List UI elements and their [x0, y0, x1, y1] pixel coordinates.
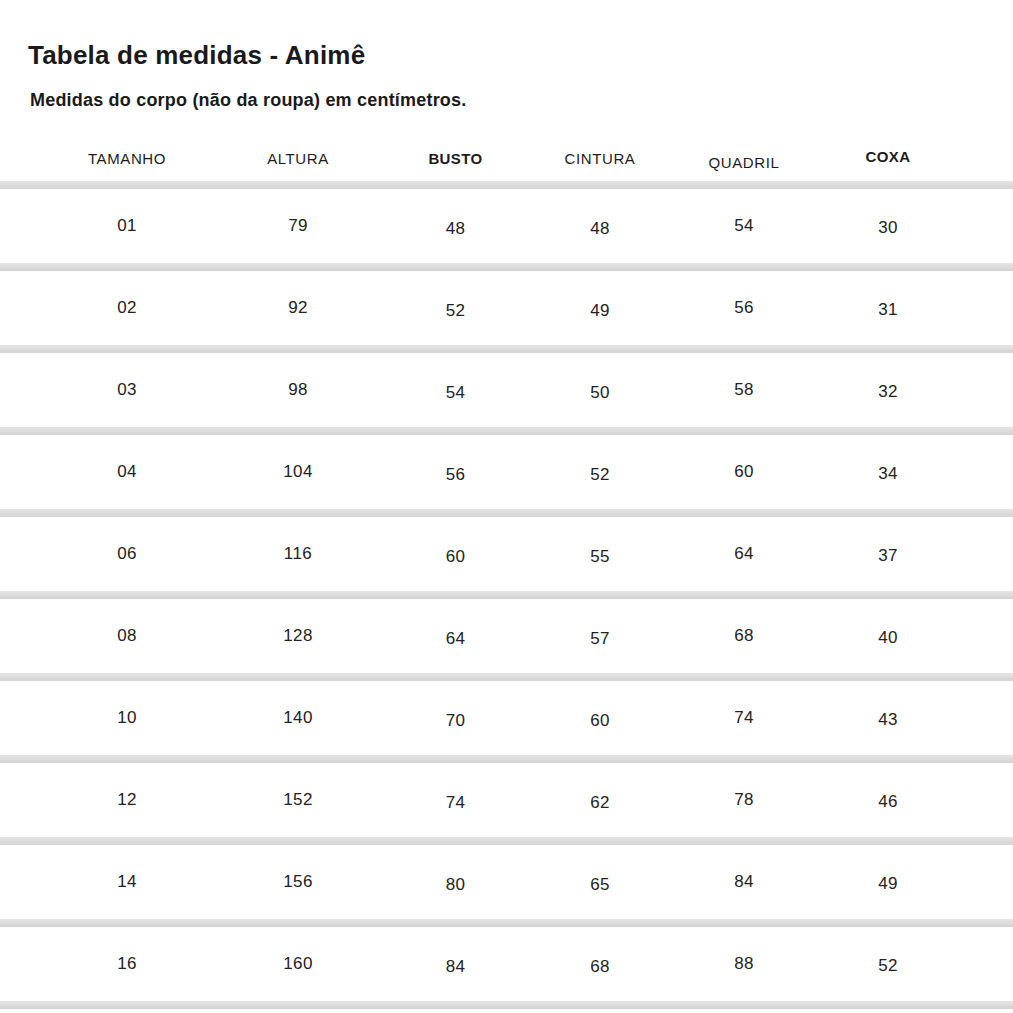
table-cell: 84 — [671, 845, 817, 919]
size-table: TAMANHO ALTURA BUSTO CINTURA QUADRIL COX… — [0, 135, 1013, 1009]
table-cell: 60 — [382, 520, 529, 594]
table-cell: 37 — [817, 519, 1013, 593]
table-cell: 58 — [671, 353, 817, 427]
table-cell: 104 — [214, 435, 382, 509]
table-row: 1215274627846 — [0, 763, 1013, 837]
table-cell: 48 — [529, 192, 671, 266]
table-cell: 34 — [817, 437, 1013, 511]
table-cell: 48 — [382, 192, 529, 266]
header-separator — [0, 181, 1013, 189]
table-cell: 10 — [0, 681, 214, 755]
header-cell-quadril: QUADRIL — [671, 139, 817, 185]
header-cell-busto: BUSTO — [382, 135, 529, 181]
table-cell: 46 — [817, 765, 1013, 839]
table-cell: 88 — [671, 927, 817, 1001]
table-cell: 92 — [214, 271, 382, 345]
table-cell: 60 — [529, 684, 671, 758]
table-cell: 54 — [382, 356, 529, 430]
table-row: 1415680658449 — [0, 845, 1013, 919]
table-cell: 52 — [382, 274, 529, 348]
size-chart-page: Tabela de medidas - Animê Medidas do cor… — [0, 0, 1013, 1013]
table-cell: 30 — [817, 191, 1013, 265]
table-cell: 04 — [0, 435, 214, 509]
table-row: 029252495631 — [0, 271, 1013, 345]
table-cell: 56 — [382, 438, 529, 512]
table-cell: 50 — [529, 356, 671, 430]
table-cell: 03 — [0, 353, 214, 427]
table-cell: 79 — [214, 189, 382, 263]
table-cell: 08 — [0, 599, 214, 673]
table-row: 039854505832 — [0, 353, 1013, 427]
table-cell: 116 — [214, 517, 382, 591]
table-cell: 57 — [529, 602, 671, 676]
table-cell: 156 — [214, 845, 382, 919]
table-cell: 74 — [671, 681, 817, 755]
table-row: 0812864576840 — [0, 599, 1013, 673]
table-cell: 52 — [817, 929, 1013, 1003]
table-cell: 43 — [817, 683, 1013, 757]
table-cell: 68 — [529, 930, 671, 1004]
table-cell: 62 — [529, 766, 671, 840]
table-cell: 54 — [671, 189, 817, 263]
table-header: TAMANHO ALTURA BUSTO CINTURA QUADRIL COX… — [0, 135, 1013, 181]
table-cell: 01 — [0, 189, 214, 263]
table-cell: 68 — [671, 599, 817, 673]
table-cell: 60 — [671, 435, 817, 509]
table-cell: 70 — [382, 684, 529, 758]
table-cell: 49 — [817, 847, 1013, 921]
table-cell: 84 — [382, 930, 529, 1004]
table-cell: 56 — [671, 271, 817, 345]
table-cell: 98 — [214, 353, 382, 427]
table-cell: 32 — [817, 355, 1013, 429]
table-cell: 55 — [529, 520, 671, 594]
page-title: Tabela de medidas - Animê — [28, 40, 365, 71]
page-subtitle: Medidas do corpo (não da roupa) em centí… — [30, 90, 466, 111]
table-cell: 52 — [529, 438, 671, 512]
table-cell: 14 — [0, 845, 214, 919]
table-cell: 40 — [817, 601, 1013, 675]
table-cell: 80 — [382, 848, 529, 922]
table-cell: 140 — [214, 681, 382, 755]
header-cell-tamanho: TAMANHO — [0, 135, 214, 181]
table-cell: 02 — [0, 271, 214, 345]
table-cell: 31 — [817, 273, 1013, 347]
table-cell: 128 — [214, 599, 382, 673]
table-row: 017948485430 — [0, 189, 1013, 263]
table-cell: 49 — [529, 274, 671, 348]
table-cell: 65 — [529, 848, 671, 922]
table-row: 1014070607443 — [0, 681, 1013, 755]
table-cell: 74 — [382, 766, 529, 840]
table-cell: 160 — [214, 927, 382, 1001]
table-cell: 152 — [214, 763, 382, 837]
table-cell: 12 — [0, 763, 214, 837]
table-row: 1616084688852 — [0, 927, 1013, 1001]
table-row: 0410456526034 — [0, 435, 1013, 509]
table-cell: 16 — [0, 927, 214, 1001]
header-cell-coxa: COXA — [817, 133, 1013, 179]
table-cell: 78 — [671, 763, 817, 837]
header-cell-cintura: CINTURA — [529, 135, 671, 181]
table-cell: 64 — [671, 517, 817, 591]
table-cell: 64 — [382, 602, 529, 676]
table-cell: 06 — [0, 517, 214, 591]
header-cell-altura: ALTURA — [214, 135, 382, 181]
table-body: 0179484854300292524956310398545058320410… — [0, 189, 1013, 1009]
table-row: 0611660556437 — [0, 517, 1013, 591]
